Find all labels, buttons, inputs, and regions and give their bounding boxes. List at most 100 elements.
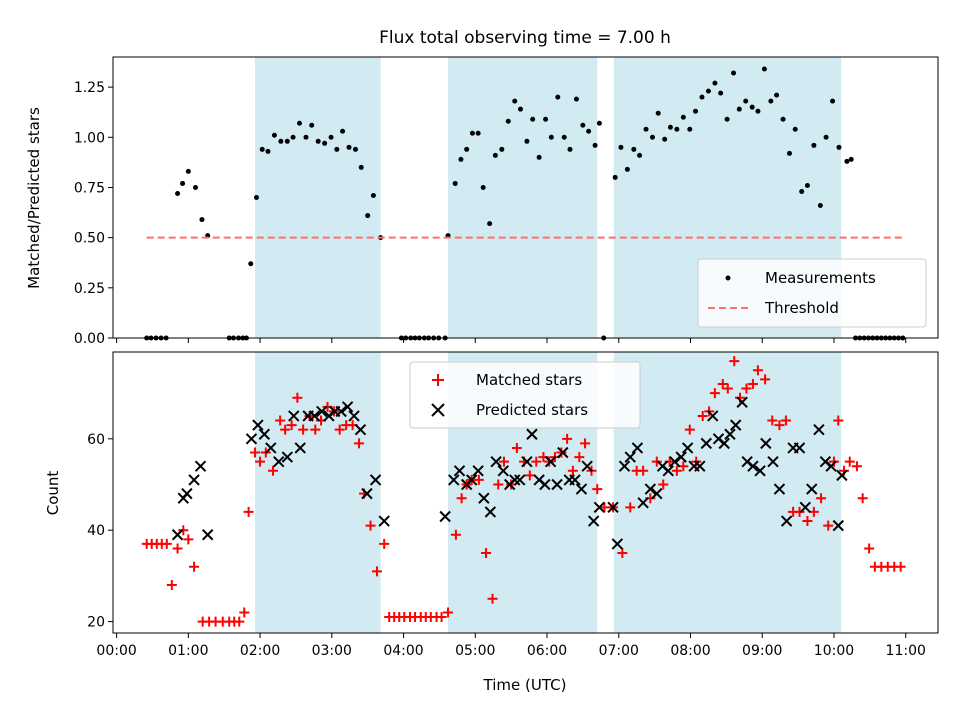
x-tick-label: 02:00 — [240, 643, 280, 659]
measurement-point — [180, 180, 186, 186]
matched-star-point — [717, 378, 728, 389]
matched-star-point — [189, 561, 200, 572]
matched-star-point — [816, 493, 827, 504]
count-legend-box — [409, 361, 641, 429]
measurement-point — [612, 174, 618, 180]
matched-star-point — [722, 383, 733, 394]
matched-star-point — [487, 593, 498, 604]
matched-star-point — [280, 424, 291, 435]
ratio-y-tick-label: 0.75 — [74, 180, 105, 196]
measurement-point — [830, 98, 836, 104]
measurement-point — [469, 130, 475, 136]
predicted-star-point — [607, 501, 619, 514]
measurement-point — [346, 144, 352, 150]
matched-star-point — [161, 538, 172, 549]
predicted-star-point — [651, 487, 663, 500]
measurement-point — [492, 152, 498, 158]
matched-star-point — [304, 410, 315, 421]
predicted-star-point — [258, 428, 271, 440]
ratio-plot-frame — [112, 56, 939, 339]
measurement-point — [724, 116, 730, 122]
measurement-point — [667, 124, 673, 130]
predicted-star-point — [439, 510, 451, 523]
measurement-point — [749, 104, 755, 110]
predicted-star-point — [273, 455, 285, 468]
matched-star-point — [166, 580, 177, 591]
predicted-star-point — [644, 483, 657, 495]
matched-star-point — [524, 470, 535, 481]
measurement-point — [804, 182, 810, 188]
matched-star-point — [275, 415, 286, 426]
matched-star-point — [651, 456, 662, 467]
measurement-point — [718, 90, 724, 96]
measurement-point — [693, 108, 699, 114]
measurement-point — [643, 126, 649, 132]
predicted-star-point — [378, 515, 390, 527]
predicted-star-point — [836, 469, 848, 482]
measurement-point — [505, 118, 511, 124]
predicted-star-point — [662, 465, 674, 477]
predicted-star-point — [624, 451, 636, 463]
measurement-point — [352, 146, 358, 152]
measurement-point — [655, 110, 661, 116]
matched-star-point — [857, 493, 868, 504]
count-legend: Matched stars Predicted stars — [409, 361, 641, 429]
measurement-point — [315, 138, 321, 144]
matched-star-point — [574, 452, 585, 463]
predicted-star-point — [593, 501, 606, 514]
matched-star-point — [747, 378, 758, 389]
matched-star-point — [844, 456, 855, 467]
measurement-point — [185, 168, 191, 174]
measurement-point — [543, 116, 549, 122]
measurement-point — [567, 146, 573, 152]
matched-star-point — [729, 356, 740, 367]
matched-star-point — [780, 415, 791, 426]
x-tick-label: 07:00 — [599, 643, 639, 659]
predicted-star-point — [575, 483, 588, 495]
threshold-legend-label: Threshold — [764, 299, 839, 317]
measurement-point — [755, 108, 761, 114]
ratio-y-axis-label: Matched/Predicted stars — [25, 107, 43, 289]
count-y-axis-label: Count — [44, 471, 62, 516]
measurement-point — [848, 156, 854, 162]
predicted-star-point — [194, 460, 207, 472]
measurement-point — [253, 195, 259, 200]
measurement-point — [259, 146, 265, 152]
measurement-point — [662, 136, 668, 142]
count-data-marks — [141, 356, 906, 627]
x-tick-label: 01:00 — [168, 643, 208, 659]
ratio-y-tick-label: 0.00 — [74, 331, 105, 347]
matched-star-point — [493, 479, 504, 490]
matched-star-point — [592, 484, 603, 495]
measurement-point — [248, 261, 254, 267]
predicted-star-point — [335, 405, 347, 418]
matched-star-point — [183, 534, 194, 545]
ratio-axis-ticks: 0.00 0.25 0.50 0.75 1.00 1.25 — [74, 80, 907, 347]
measurement-point — [358, 164, 364, 170]
measurement-point — [731, 70, 737, 76]
predicted-star-point — [201, 529, 214, 541]
predicted-star-point — [361, 487, 373, 500]
matched-star-point — [617, 548, 628, 559]
predicted-star-point — [587, 515, 600, 527]
matched-star-point — [498, 456, 509, 467]
measurement-point — [624, 166, 630, 172]
measurement-point — [823, 134, 829, 140]
predicted-star-point — [618, 460, 631, 472]
predicted-star-point — [718, 437, 730, 450]
matched-star-point — [481, 548, 492, 559]
matched-star-point — [250, 447, 261, 458]
measurement-point — [512, 98, 518, 104]
predicted-star-point — [694, 460, 706, 472]
measurement-point — [365, 213, 371, 219]
matched-star-point — [456, 493, 467, 504]
predicted-star-point — [521, 455, 533, 468]
measurement-point — [530, 116, 536, 122]
measurement-point — [586, 128, 592, 134]
measurement-point — [761, 66, 767, 72]
predicted-star-point — [539, 478, 551, 491]
matched-star-point — [379, 538, 390, 549]
matched-star-point — [580, 438, 591, 449]
ratio-y-tick-label: 1.00 — [74, 130, 105, 146]
predicted-star-point — [767, 455, 779, 468]
